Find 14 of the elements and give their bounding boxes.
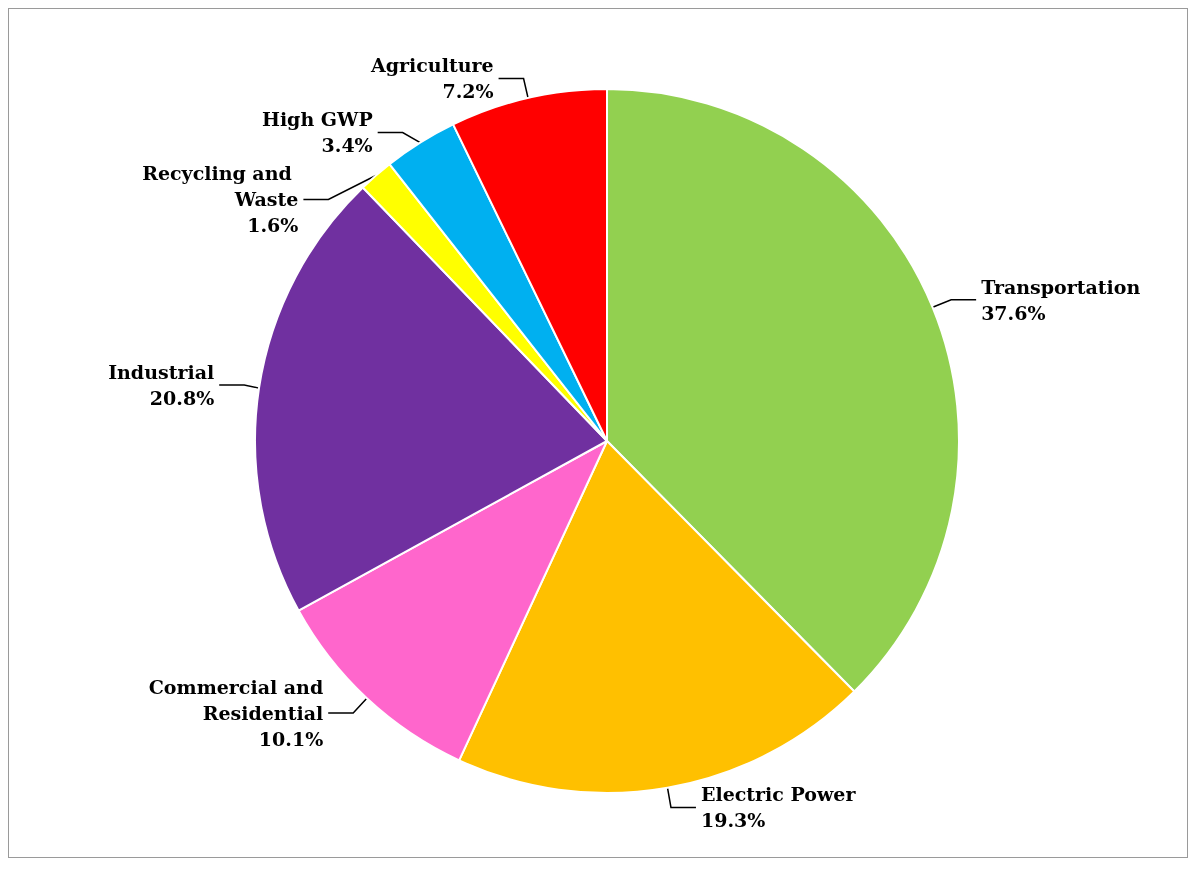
data-label: 1.6% xyxy=(247,214,299,237)
slice-label: Electric Power xyxy=(700,783,857,806)
slice-label: Commercial and Residential xyxy=(148,675,324,724)
data-label: 10.1% xyxy=(258,727,324,750)
slice-label: Agriculture xyxy=(370,54,494,77)
slice-label: Transportation xyxy=(981,275,1141,298)
data-label: 20.8% xyxy=(149,387,215,410)
data-label: 3.4% xyxy=(321,134,373,157)
slice-label: Industrial xyxy=(108,361,215,384)
slice-label: High GWP xyxy=(261,108,373,131)
data-label: 7.2% xyxy=(442,80,494,103)
slice-label: Recycling and Waste xyxy=(142,162,299,211)
data-label: 19.3% xyxy=(700,809,766,832)
data-label: 37.6% xyxy=(981,301,1046,324)
